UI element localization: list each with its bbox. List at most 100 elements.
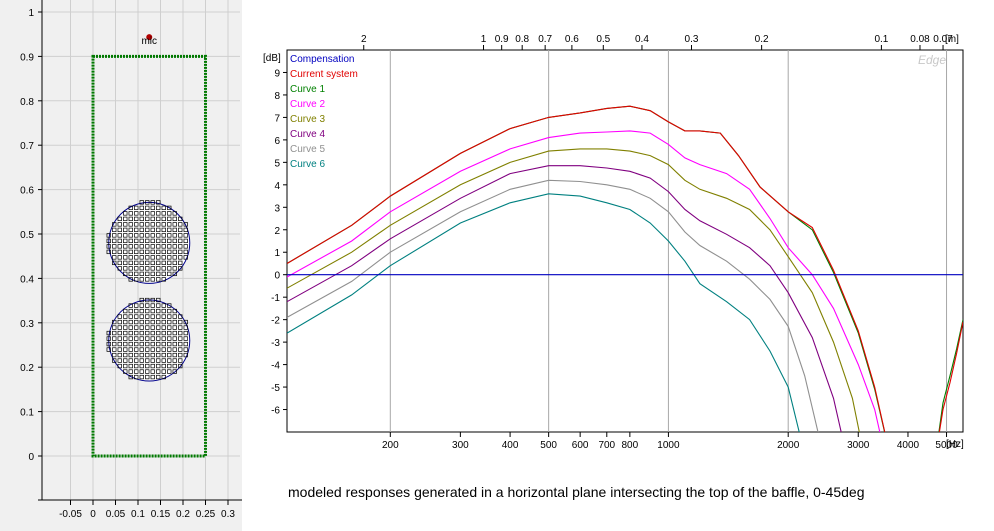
driver-grid-point: [139, 363, 144, 369]
driver-grid-point: [112, 260, 117, 266]
driver-grid-point: [123, 255, 128, 260]
driver-grid-point: [167, 260, 172, 266]
driver-grid-point: [161, 325, 166, 330]
driver-grid-point: [172, 341, 177, 347]
driver-grid-point: [150, 325, 155, 330]
driver-grid-point: [139, 271, 144, 277]
driver-grid-point: [134, 266, 139, 271]
driver-grid-point: [123, 260, 128, 266]
y-tick-label: -1: [271, 293, 280, 304]
driver-grid-point: [172, 314, 177, 319]
driver-grid-point: [161, 374, 166, 380]
driver-grid-point: [106, 347, 111, 352]
driver-grid-point: [139, 233, 144, 238]
driver-grid-point: [128, 314, 133, 319]
driver-grid-point: [150, 216, 155, 222]
driver-grid-point: [150, 347, 155, 352]
driver-grid-point: [172, 249, 177, 255]
driver-grid-point: [123, 308, 128, 314]
driver-grid-point: [178, 266, 183, 271]
y-tick-label: 6: [274, 136, 280, 147]
driver-grid-point: [112, 233, 117, 238]
series-line-current-system: [287, 105, 963, 432]
driver-grid-point: [134, 277, 139, 282]
driver-grid-point: [145, 277, 150, 282]
y-tick-label: 9: [274, 68, 280, 79]
driver-grid-point: [139, 341, 144, 347]
baffle-x-tick-label: 0.05: [106, 509, 126, 520]
driver-grid-point: [156, 374, 161, 380]
driver-grid-point: [123, 314, 128, 319]
driver-grid-point: [123, 249, 128, 255]
driver-grid-point: [139, 314, 144, 319]
baffle-y-tick-label: 0.6: [20, 186, 34, 197]
driver-grid-point: [123, 352, 128, 358]
driver-grid-point: [139, 369, 144, 374]
driver-grid-point: [117, 347, 122, 352]
driver-grid-point: [139, 211, 144, 216]
driver-grid-point: [161, 319, 166, 325]
driver-grid-point: [156, 200, 161, 205]
driver-grid-point: [167, 266, 172, 271]
driver-grid-point: [161, 211, 166, 216]
driver-grid-point: [161, 260, 166, 266]
driver-grid-point: [178, 249, 183, 255]
driver-grid-point: [128, 330, 133, 336]
driver-grid-point: [134, 336, 139, 341]
baffle-x-axis: -0.05 0 0.05 0.1 0.15 0.2 0.25 0.3: [42, 499, 242, 520]
baffle-outline: [91, 54, 207, 458]
driver-grid-point: [123, 347, 128, 352]
driver-grid-point: [178, 319, 183, 325]
driver-grid-point: [178, 233, 183, 238]
driver-grid-point: [145, 358, 150, 363]
driver-grid-point: [128, 341, 133, 347]
chart-gridlines: [389, 50, 948, 432]
driver-grid-point: [178, 222, 183, 227]
driver-grid-point: [183, 330, 188, 336]
x-tick-label: 3000: [847, 440, 870, 451]
driver-grid-point: [128, 358, 133, 363]
driver-grid-point: [172, 222, 177, 227]
driver-grid-point: [172, 369, 177, 374]
baffle-y-tick-label: 0.4: [20, 274, 34, 285]
driver-grid-point: [139, 222, 144, 227]
y-tick-label: 4: [274, 181, 280, 192]
top-tick-label: 0.2: [755, 34, 769, 45]
driver-grid-point: [156, 271, 161, 277]
mic-label: mic: [141, 36, 157, 47]
driver-grid-point: [128, 319, 133, 325]
driver-grid-point: [178, 347, 183, 352]
driver-grid-point: [139, 266, 144, 271]
driver-grid-point: [167, 255, 172, 260]
y-axis-ticks: 9 8 7 6 5 4 3 2 1 0 -1 -2 -3 -4 -5 -6: [271, 68, 287, 417]
driver-grid-point: [178, 314, 183, 319]
driver-grid-point: [123, 233, 128, 238]
driver-grid-point: [123, 216, 128, 222]
x-tick-label: 2000: [777, 440, 800, 451]
driver-grid-point: [156, 297, 161, 303]
baffle-x-tick-label: 0.15: [151, 509, 171, 520]
baffle-y-tick-label: 0.3: [20, 319, 34, 330]
driver-grid-point: [172, 244, 177, 249]
driver-grid-point: [167, 341, 172, 347]
driver-grid-point: [167, 216, 172, 222]
driver-grid-point: [150, 255, 155, 260]
driver-grid-point: [172, 238, 177, 244]
driver-grid-point: [145, 341, 150, 347]
driver-grid-point: [128, 238, 133, 244]
driver-grid-point: [178, 330, 183, 336]
driver-grid-point: [139, 200, 144, 205]
driver-grid-point: [156, 260, 161, 266]
driver-grid-point: [145, 319, 150, 325]
driver-grid-point: [117, 227, 122, 233]
driver-grid-point: [161, 271, 166, 277]
driver-grid-point: [134, 374, 139, 380]
driver-grid-point: [117, 325, 122, 330]
driver-grid-point: [128, 336, 133, 341]
driver-grid-point: [150, 200, 155, 205]
driver-grid-point: [139, 336, 144, 341]
driver-grid-point: [123, 222, 128, 227]
baffle-x-tick-label: 0.3: [221, 509, 235, 520]
driver-grid-point: [161, 369, 166, 374]
driver-grid-point: [156, 369, 161, 374]
